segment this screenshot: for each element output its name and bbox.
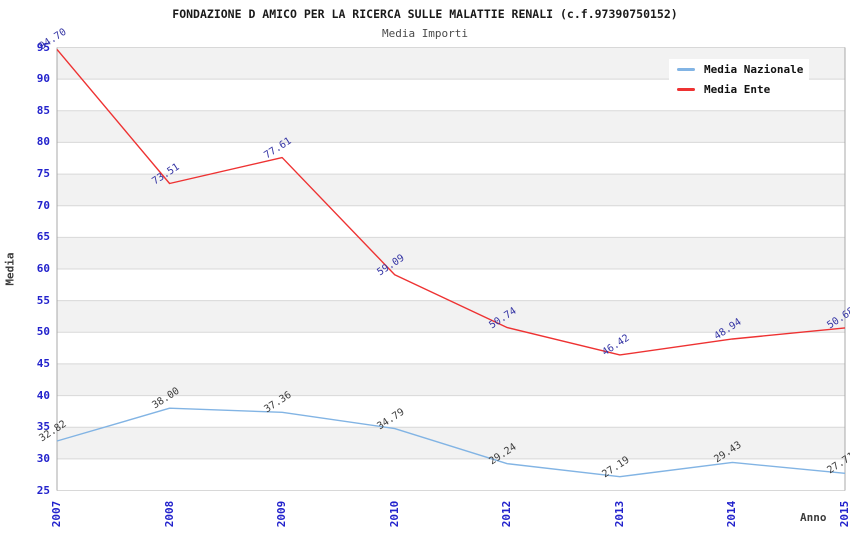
series-line-media-ente <box>56 48 846 356</box>
y-tick-label: 50 <box>36 325 50 339</box>
chart-legend: Media Nazionale Media Ente <box>669 59 810 101</box>
chart-title: FONDAZIONE D AMICO PER LA RICERCA SULLE … <box>172 7 678 21</box>
y-tick-label: 40 <box>36 388 50 402</box>
grid-band <box>57 174 845 206</box>
x-axis-title: Anno <box>800 511 827 524</box>
y-tick-label: 70 <box>36 198 50 212</box>
grid-band <box>57 300 845 333</box>
y-tick-label: 45 <box>36 356 50 370</box>
x-tick-label: 2007 <box>50 500 63 528</box>
chart-subtitle: Media Importi <box>381 27 469 40</box>
grid-band <box>57 363 845 396</box>
y-tick-label: 30 <box>36 451 50 465</box>
x-tick-label: 2012 <box>500 500 514 528</box>
grid-band <box>57 110 845 143</box>
legend-label: Media Ente <box>704 83 771 96</box>
grid-band <box>57 427 845 459</box>
x-tick-label: 2008 <box>162 500 176 528</box>
y-tick-label: 25 <box>36 483 50 497</box>
y-tick-label: 90 <box>36 72 50 86</box>
legend-item-media-ente: Media Ente <box>677 82 803 97</box>
x-tick-label: 2009 <box>275 500 289 528</box>
x-tick-label: 2014 <box>725 500 739 528</box>
x-tick-label: 2013 <box>612 500 626 528</box>
y-tick-label: 65 <box>36 230 50 244</box>
y-tick-label: 60 <box>36 262 50 275</box>
y-tick-label: 80 <box>36 135 50 149</box>
legend-line-swatch <box>677 68 695 71</box>
y-tick-label: 85 <box>36 103 50 117</box>
x-tick-label: 2015 <box>838 500 850 528</box>
y-tick-label: 95 <box>36 40 50 54</box>
legend-line-swatch <box>677 88 695 91</box>
legend-label: Media Nazionale <box>704 63 804 76</box>
y-tick-label: 55 <box>36 293 50 307</box>
y-tick-label: 75 <box>36 167 50 181</box>
legend-item-media-nazionale: Media Nazionale <box>677 62 803 77</box>
series-line-media-nazionale <box>56 407 846 478</box>
x-tick-label: 2010 <box>387 500 401 528</box>
y-tick-label: 35 <box>36 420 50 434</box>
grid-band <box>57 237 845 269</box>
